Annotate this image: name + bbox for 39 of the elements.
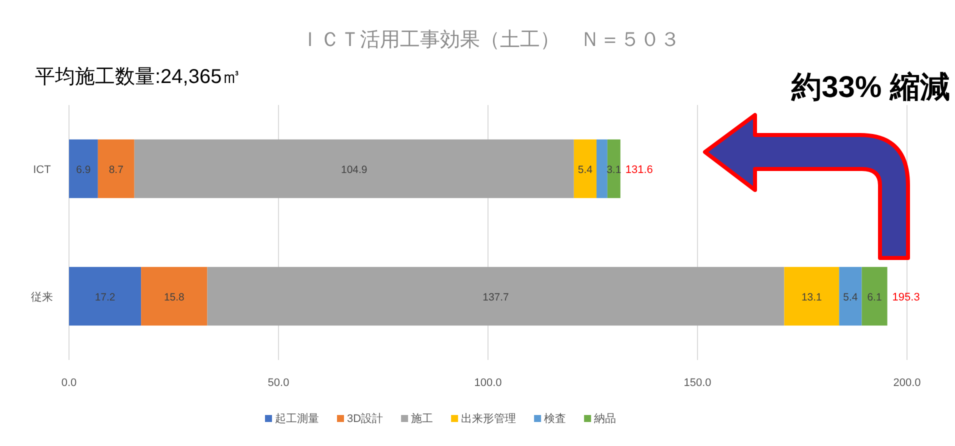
bar [574, 139, 597, 198]
x-tick-label: 50.0 [268, 377, 290, 389]
legend-label: 納品 [594, 413, 616, 425]
data-label: 5.4 [843, 291, 858, 304]
chart-title: ＩＣＴ活用工事効果（土工） Ｎ＝５０３ [300, 29, 680, 51]
data-label: 13.1 [801, 291, 822, 304]
text: 約33% 縮減 [790, 71, 950, 104]
total-label: 195.3 [892, 291, 920, 304]
total-label: 131.6 [625, 164, 653, 176]
data-label: 15.8 [164, 291, 185, 304]
bar [596, 139, 608, 198]
data-label: 8.7 [108, 164, 124, 176]
bar [141, 266, 208, 326]
x-tick-label: 0.0 [61, 377, 77, 389]
y-tick-label: ICT [33, 164, 52, 176]
legend-label: 検査 [544, 412, 566, 425]
bar [862, 266, 888, 326]
legend-label: 起工測量 [275, 413, 319, 425]
data-label: 137.7 [482, 291, 510, 304]
x-tick-label: 150.0 [684, 377, 712, 389]
data-label: 104.9 [340, 164, 368, 176]
bar [98, 139, 134, 198]
x-tick-label: 200.0 [893, 377, 921, 389]
text: 平均施工数量:24,365㎥ [35, 66, 242, 88]
y-tick-label: 従来 [31, 290, 53, 304]
data-label: 6.9 [76, 164, 91, 176]
bar [69, 139, 98, 198]
bar [839, 266, 862, 326]
legend-label: 出来形管理 [461, 412, 516, 425]
data-label: 17.2 [94, 291, 116, 304]
legend-label: 施工 [411, 412, 434, 425]
bar [207, 266, 784, 326]
data-label: 5.4 [578, 164, 593, 176]
bar [69, 266, 142, 326]
legend-label: 3D設計 [347, 412, 384, 425]
bar [784, 266, 840, 326]
bar [134, 139, 574, 198]
data-label: 6.1 [867, 291, 882, 304]
x-tick-label: 100.0 [474, 377, 502, 389]
